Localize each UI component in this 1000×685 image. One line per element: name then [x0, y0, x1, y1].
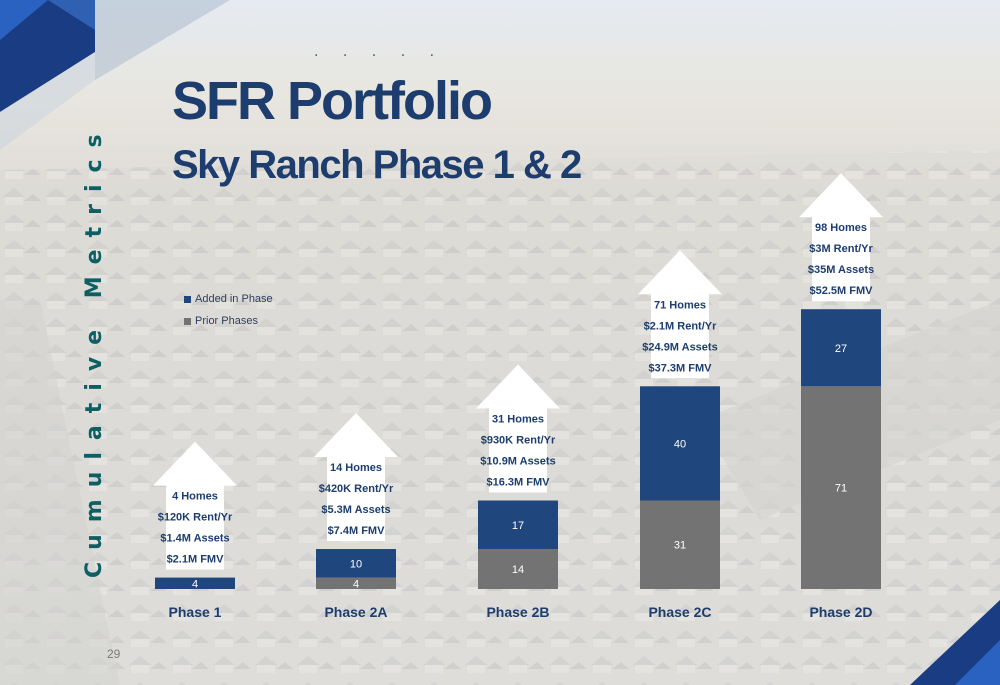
- bar-segment-prior: [478, 549, 558, 589]
- annotation-arrow: [476, 364, 560, 493]
- page-title: SFR Portfolio: [172, 71, 493, 131]
- x-axis-category-label: Phase 1: [169, 604, 222, 620]
- annotation-text: $120K Rent/Yr: [158, 512, 233, 524]
- annotation-text: $24.9M Assets: [642, 341, 717, 353]
- chart-legend: Added in Phase Prior Phases: [184, 288, 273, 332]
- annotation-text: $10.9M Assets: [480, 455, 555, 467]
- bar-segment-added: [316, 549, 396, 578]
- annotation-text: $2.1M FMV: [167, 554, 225, 566]
- page-number: 29: [107, 647, 121, 661]
- x-axis-category-label: Phase 2B: [486, 604, 549, 620]
- annotation-text: $16.3M FMV: [487, 476, 551, 488]
- annotation-arrow: [153, 441, 237, 570]
- bar-value-label-added: 40: [674, 438, 686, 450]
- bar-value-label-added: 27: [835, 343, 847, 355]
- annotation-text: $420K Rent/Yr: [319, 483, 394, 495]
- legend-swatch-added: [184, 295, 191, 303]
- annotation-text: $37.3M FMV: [649, 362, 713, 374]
- annotation-text: 71 Homes: [654, 299, 706, 311]
- decorative-dots: . . . . .: [314, 44, 445, 60]
- annotation-text: $7.4M FMV: [328, 525, 386, 537]
- annotation-text: $1.4M Assets: [160, 533, 229, 545]
- x-axis-category-label: Phase 2D: [809, 604, 872, 620]
- annotation-text: 31 Homes: [492, 413, 544, 425]
- annotation-text: $5.3M Assets: [321, 504, 390, 516]
- bar-segment-added: [801, 309, 881, 387]
- annotation-arrow: [799, 173, 883, 302]
- bar-segment-prior: [801, 386, 881, 589]
- x-axis-category-label: Phase 2A: [324, 604, 387, 620]
- bar-value-label-prior: 14: [512, 564, 524, 576]
- annotation-text: 4 Homes: [172, 491, 218, 503]
- legend-label-prior: Prior Phases: [195, 315, 258, 327]
- legend-label-added: Added in Phase: [195, 293, 273, 305]
- bar-segment-added: [155, 577, 235, 589]
- bar-value-label-added: 17: [512, 520, 524, 532]
- bar-value-label-prior: 71: [835, 483, 847, 495]
- annotation-text: 98 Homes: [815, 222, 867, 234]
- page-subtitle: Sky Ranch Phase 1 & 2: [172, 143, 582, 187]
- annotation-text: $35M Assets: [808, 264, 874, 276]
- x-axis-category-label: Phase 2C: [648, 604, 711, 620]
- annotation-text: $930K Rent/Yr: [481, 434, 556, 446]
- bar-value-label-added: 10: [350, 558, 362, 570]
- bar-segment-added: [640, 386, 720, 501]
- annotation-text: $52.5M FMV: [810, 285, 874, 297]
- bar-segment-prior: [316, 577, 396, 589]
- annotation-arrow: [314, 413, 398, 542]
- legend-item-prior: Prior Phases: [184, 310, 273, 332]
- bar-value-label-added: 4: [192, 578, 198, 590]
- annotation-arrow: [638, 250, 722, 379]
- bar-segment-added: [478, 500, 558, 550]
- legend-swatch-prior: [184, 317, 191, 325]
- legend-item-added: Added in Phase: [184, 288, 273, 310]
- bar-value-label-prior: 4: [353, 578, 359, 590]
- annotation-text: $3M Rent/Yr: [809, 243, 873, 255]
- bar-segment-prior: [640, 500, 720, 589]
- annotation-text: $2.1M Rent/Yr: [644, 320, 717, 332]
- annotation-text: 14 Homes: [330, 462, 382, 474]
- bar-value-label-prior: 31: [674, 540, 686, 552]
